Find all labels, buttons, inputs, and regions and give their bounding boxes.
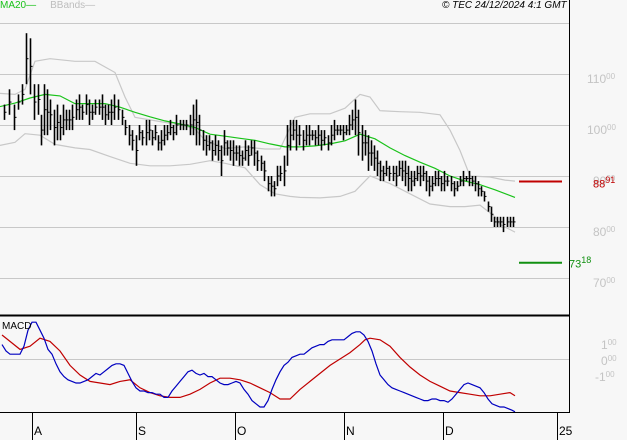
bband-upper	[0, 58, 516, 182]
macd-panel-label: MACD	[2, 321, 32, 332]
bollinger-bands	[0, 58, 516, 233]
x-axis-ticks	[32, 413, 558, 440]
x-tick-label: 25	[559, 424, 573, 438]
macd-axis-label: -100	[595, 370, 615, 384]
support-label: 7318	[569, 255, 592, 271]
macd-axis-label: 000	[601, 354, 617, 368]
signal-line	[1, 334, 516, 400]
price-axis-label: 9000	[593, 174, 616, 188]
macd-lines	[1, 321, 516, 413]
price-bars	[3, 33, 516, 233]
macd-line	[1, 321, 516, 413]
price-axis-label: 10000	[587, 123, 616, 137]
price-gridlines	[0, 23, 569, 360]
x-tick-label: O	[237, 424, 247, 438]
copyright-timestamp: © TEC 24/12/2024 4:1 GMT	[442, 0, 567, 11]
chart-frame	[0, 0, 570, 413]
resistance-label: 8891	[593, 175, 616, 191]
x-tick-label: N	[346, 424, 355, 438]
price-axis-label: 11000	[587, 72, 616, 86]
chart-legend: MA20— BBands—	[0, 0, 95, 12]
macd-axis-label: 100	[601, 338, 617, 352]
price-axis-label: 8000	[593, 225, 616, 239]
x-tick-label: A	[34, 424, 43, 438]
x-tick-label: D	[445, 424, 454, 438]
price-axis-label: 7000	[593, 276, 616, 290]
reference-lines	[519, 180, 562, 264]
x-tick-label: S	[138, 424, 147, 438]
legend-bbands: BBands—	[50, 0, 96, 11]
legend-ma20: MA20—	[0, 0, 37, 11]
